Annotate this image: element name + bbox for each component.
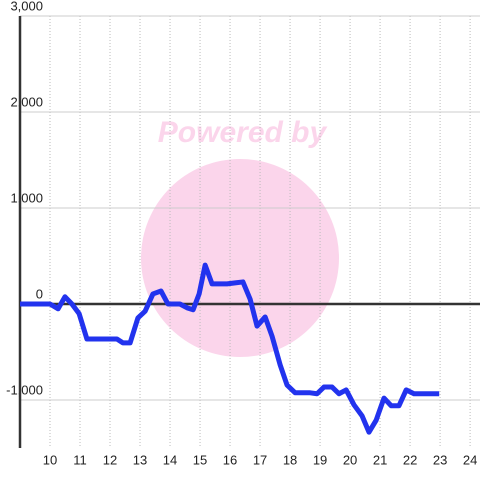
x-tick-label: 17 xyxy=(253,452,267,467)
x-tick-label: 21 xyxy=(373,452,387,467)
y-tick-label: -1,000 xyxy=(6,382,43,397)
x-tick-label: 22 xyxy=(403,452,417,467)
x-tick-label: 10 xyxy=(43,452,57,467)
x-tick-label: 12 xyxy=(103,452,117,467)
x-tick-label: 23 xyxy=(433,452,447,467)
x-tick-label: 13 xyxy=(133,452,147,467)
x-tick-label: 15 xyxy=(193,452,207,467)
x-tick-label: 16 xyxy=(223,452,237,467)
watermark-logo xyxy=(141,159,339,357)
y-tick-label: 0 xyxy=(36,286,43,301)
y-tick-label: 3,000 xyxy=(10,0,43,13)
x-tick-label: 18 xyxy=(283,452,297,467)
x-tick-label: 24 xyxy=(463,452,477,467)
watermark: Powered by xyxy=(158,116,328,149)
x-tick-label: 11 xyxy=(73,452,87,467)
line xyxy=(20,262,440,435)
x-tick-label: 20 xyxy=(343,452,357,467)
y-tick-label: 1,000 xyxy=(10,190,43,205)
x-tick-label: 19 xyxy=(313,452,327,467)
y-tick-label: 2,000 xyxy=(10,94,43,109)
x-tick-label: 14 xyxy=(163,452,177,467)
